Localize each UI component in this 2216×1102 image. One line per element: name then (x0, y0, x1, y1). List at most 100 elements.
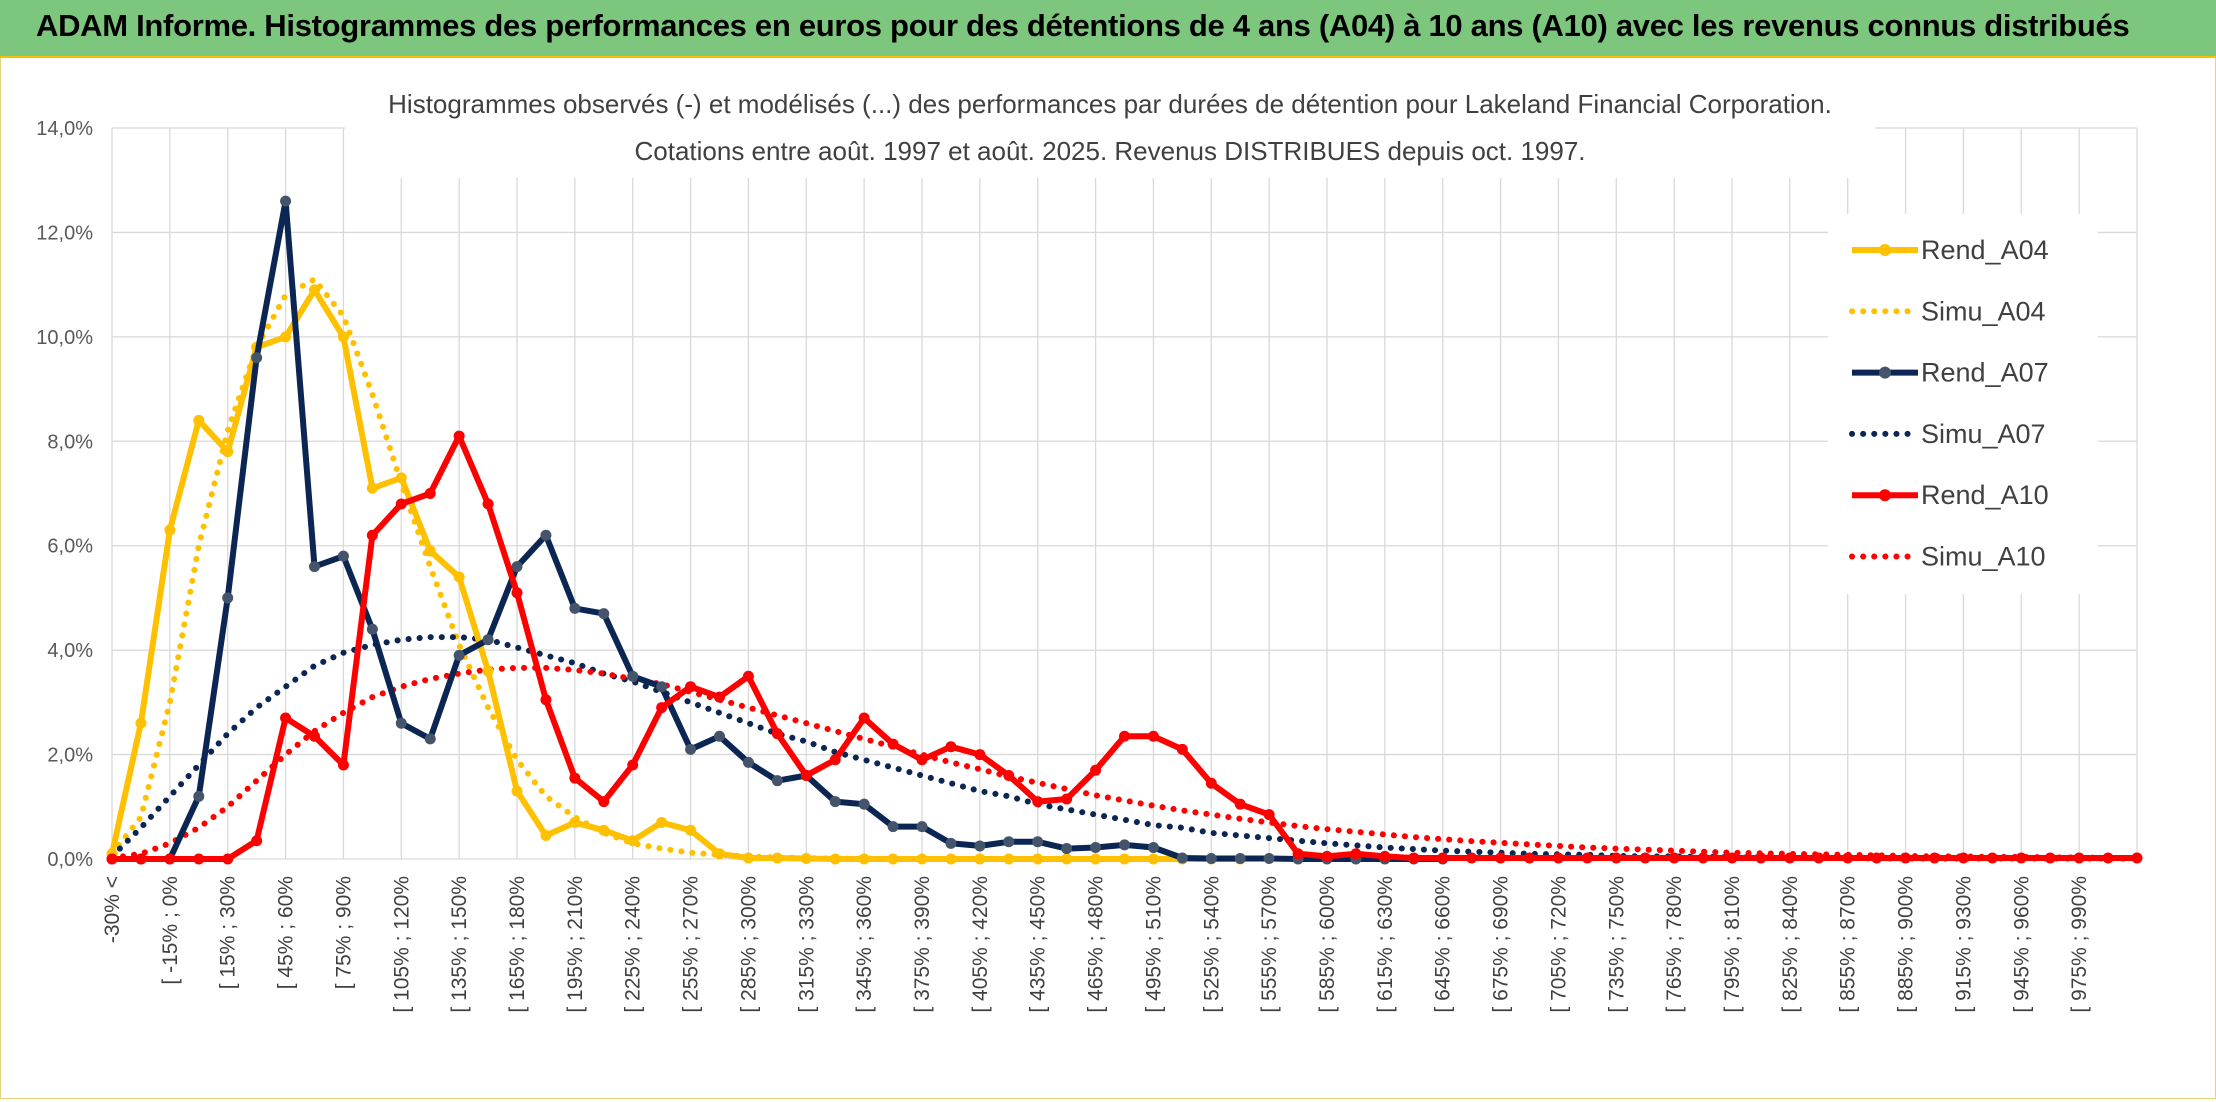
data-point (453, 649, 465, 661)
data-point (685, 681, 697, 693)
data-point (742, 670, 754, 682)
data-point (395, 472, 407, 484)
data-point (337, 331, 349, 343)
data-point (453, 430, 465, 442)
data-point (337, 759, 349, 771)
y-tick-label: 12,0% (36, 222, 93, 244)
data-point (945, 853, 957, 865)
data-point (106, 853, 118, 865)
data-point (511, 587, 523, 599)
series-Simu_A04 (109, 276, 1244, 862)
y-tick-label: 6,0% (47, 536, 93, 558)
data-point (193, 790, 205, 802)
legend-item-Simu_A07: Simu_A07 (1849, 419, 2046, 449)
data-point (858, 853, 870, 865)
legend-label: Simu_A07 (1921, 419, 2046, 449)
x-tick-label: -30% < (101, 876, 124, 943)
data-point (1003, 769, 1015, 781)
data-point (1639, 852, 1651, 864)
data-point (309, 284, 320, 296)
data-point (800, 852, 812, 864)
data-point (916, 821, 928, 833)
chart-subtitle: Cotations entre août. 1997 et août. 2025… (634, 136, 1585, 166)
x-tick-label: [ 855% ; 870% (1837, 876, 1860, 1013)
x-tick-label: [ 75% ; 90% (332, 876, 355, 989)
title-background (345, 82, 1875, 178)
x-tick-label: [ 555% ; 570% (1258, 876, 1281, 1013)
data-point (1668, 852, 1680, 864)
data-point (1437, 852, 1449, 864)
data-point (251, 352, 263, 364)
data-point (771, 775, 783, 787)
x-tick-label: [ 45% ; 60% (275, 876, 298, 989)
y-tick-label: 14,0% (36, 118, 93, 140)
data-point (1552, 852, 1564, 864)
data-point (222, 592, 234, 604)
data-point (1524, 852, 1535, 864)
data-point (1726, 852, 1738, 864)
data-point (1147, 842, 1159, 854)
data-point (2015, 852, 2027, 864)
x-tick-label: [ 915% ; 930% (1952, 876, 1975, 1013)
data-point (337, 550, 349, 562)
legend-item-Simu_A04: Simu_A04 (1849, 296, 2046, 326)
y-tick-label: 2,0% (47, 745, 93, 767)
data-point (569, 772, 581, 784)
data-point (1234, 798, 1246, 810)
data-point (1147, 730, 1159, 742)
data-point (164, 524, 176, 536)
data-point (916, 853, 928, 865)
x-tick-label: [ -15% ; 0% (159, 876, 182, 985)
data-point (1119, 730, 1130, 742)
data-point (2044, 852, 2056, 864)
x-tick-label: [ 975% ; 990% (2068, 876, 2091, 1013)
data-point (714, 691, 725, 703)
data-point (1495, 852, 1507, 864)
data-point (1061, 853, 1073, 865)
data-point (511, 561, 523, 573)
data-point (395, 498, 407, 510)
data-point (1090, 764, 1102, 776)
data-point (1234, 852, 1246, 864)
legend-item-Rend_A10: Rend_A10 (1852, 480, 2049, 510)
data-point (1090, 853, 1102, 865)
data-point (2102, 852, 2114, 864)
data-point (395, 717, 407, 729)
data-point (135, 853, 147, 865)
series-Simu_A10 (109, 664, 2140, 861)
x-tick-label: [ 285% ; 300% (737, 876, 760, 1013)
x-tick-label: [ 765% ; 780% (1663, 876, 1686, 1013)
legend-label: Rend_A10 (1921, 480, 2049, 510)
data-point (800, 769, 812, 781)
y-tick-label: 0,0% (47, 849, 93, 871)
series-line (109, 634, 2140, 862)
data-point (974, 853, 986, 865)
series-line (109, 276, 1244, 862)
data-point (424, 733, 436, 745)
x-tick-label: [ 675% ; 690% (1490, 876, 1513, 1013)
data-point (858, 798, 870, 810)
data-point (974, 749, 986, 761)
data-point (1581, 852, 1593, 864)
data-point (366, 482, 378, 494)
legend-background (1828, 214, 2098, 594)
data-point (2131, 852, 2143, 864)
data-point (1119, 839, 1130, 851)
x-tick-label: [ 345% ; 360% (853, 876, 876, 1013)
data-point (540, 830, 552, 842)
data-point (627, 759, 639, 771)
data-point (135, 717, 147, 729)
data-point (540, 529, 552, 541)
data-point (1032, 796, 1044, 808)
data-point (598, 608, 610, 620)
data-point (1321, 850, 1333, 862)
series-Simu_A07 (109, 634, 2140, 862)
data-point (974, 840, 986, 852)
chart-title: Histogrammes observés (-) et modélisés (… (388, 89, 1832, 119)
data-point (193, 853, 205, 865)
data-point (280, 195, 292, 207)
x-tick-label: [ 645% ; 660% (1432, 876, 1455, 1013)
data-point (656, 681, 668, 693)
data-point (1929, 852, 1940, 864)
